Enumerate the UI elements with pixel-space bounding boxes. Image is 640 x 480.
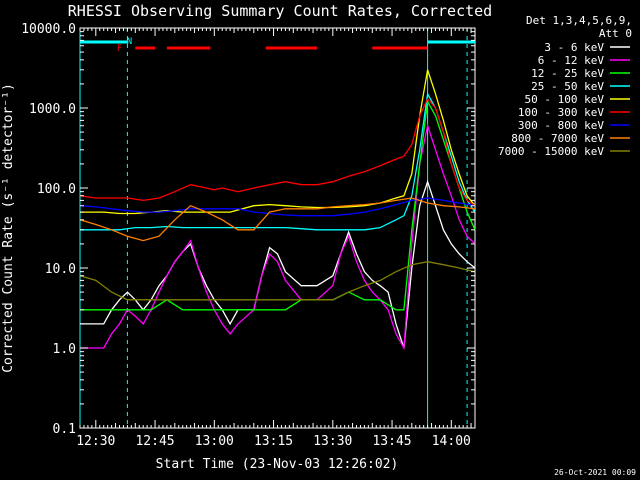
x-tick-label: 13:45 xyxy=(372,434,411,449)
series-line-6 xyxy=(79,197,476,217)
legend-entry-label: 300 - 800 keV xyxy=(518,119,604,132)
marker-label-n: N xyxy=(127,37,132,47)
y-tick-label: 1.0 xyxy=(53,342,76,357)
x-axis-ticks: 12:30 12:45 13:00 13:15 13:30 13:45 14:00 xyxy=(76,28,476,449)
series-line-0 xyxy=(80,179,476,349)
x-tick-label: 14:00 xyxy=(432,434,471,449)
legend-header-line1: Det 1,3,4,5,6,9, xyxy=(526,14,632,27)
legend-entry-label: 50 - 100 keV xyxy=(525,93,605,106)
chart-title: RHESSI Observing Summary Count Rates, Co… xyxy=(68,2,492,20)
y-tick-label: 0.1 xyxy=(53,422,76,437)
legend-entry-label: 25 - 50 keV xyxy=(531,80,604,93)
x-tick-label: 13:00 xyxy=(195,434,234,449)
x-tick-label: 13:15 xyxy=(254,434,293,449)
legend-entry-label: 3 - 6 keV xyxy=(544,41,604,54)
legend-entry-label: 12 - 25 keV xyxy=(531,67,604,80)
y-tick-label: 100.0 xyxy=(37,182,76,197)
series-line-8 xyxy=(79,261,476,301)
series-line-7 xyxy=(79,197,476,242)
x-axis-label: Start Time (23-Nov-03 12:26:02) xyxy=(156,457,399,472)
y-tick-label: 10000.0 xyxy=(21,22,76,37)
legend-entry-label: 100 - 300 keV xyxy=(518,106,604,119)
y-tick-label: 10.0 xyxy=(45,262,76,277)
x-tick-label: 13:30 xyxy=(313,434,352,449)
y-axis-ticks: 0.1 1.0 10.0 100.0 1000.0 10000.0 xyxy=(21,22,475,437)
legend-entry-label: 7000 - 15000 keV xyxy=(498,145,604,158)
x-tick-label: 12:45 xyxy=(135,434,174,449)
series-line-5 xyxy=(79,97,476,207)
y-axis-label: Corrected Count Rate (s⁻¹ detector⁻¹) xyxy=(1,83,16,373)
x-tick-label: 12:30 xyxy=(76,434,115,449)
y-tick-label: 1000.0 xyxy=(29,102,76,117)
legend-header-line2: Att 0 xyxy=(599,27,632,40)
legend-entry-label: 6 - 12 keV xyxy=(538,54,605,67)
series-lines xyxy=(79,69,476,351)
marker-label-f: F xyxy=(117,44,122,54)
legend-entry-label: 800 - 7000 keV xyxy=(511,132,604,145)
footer-date: 26-Oct-2021 00:09 xyxy=(554,468,636,477)
